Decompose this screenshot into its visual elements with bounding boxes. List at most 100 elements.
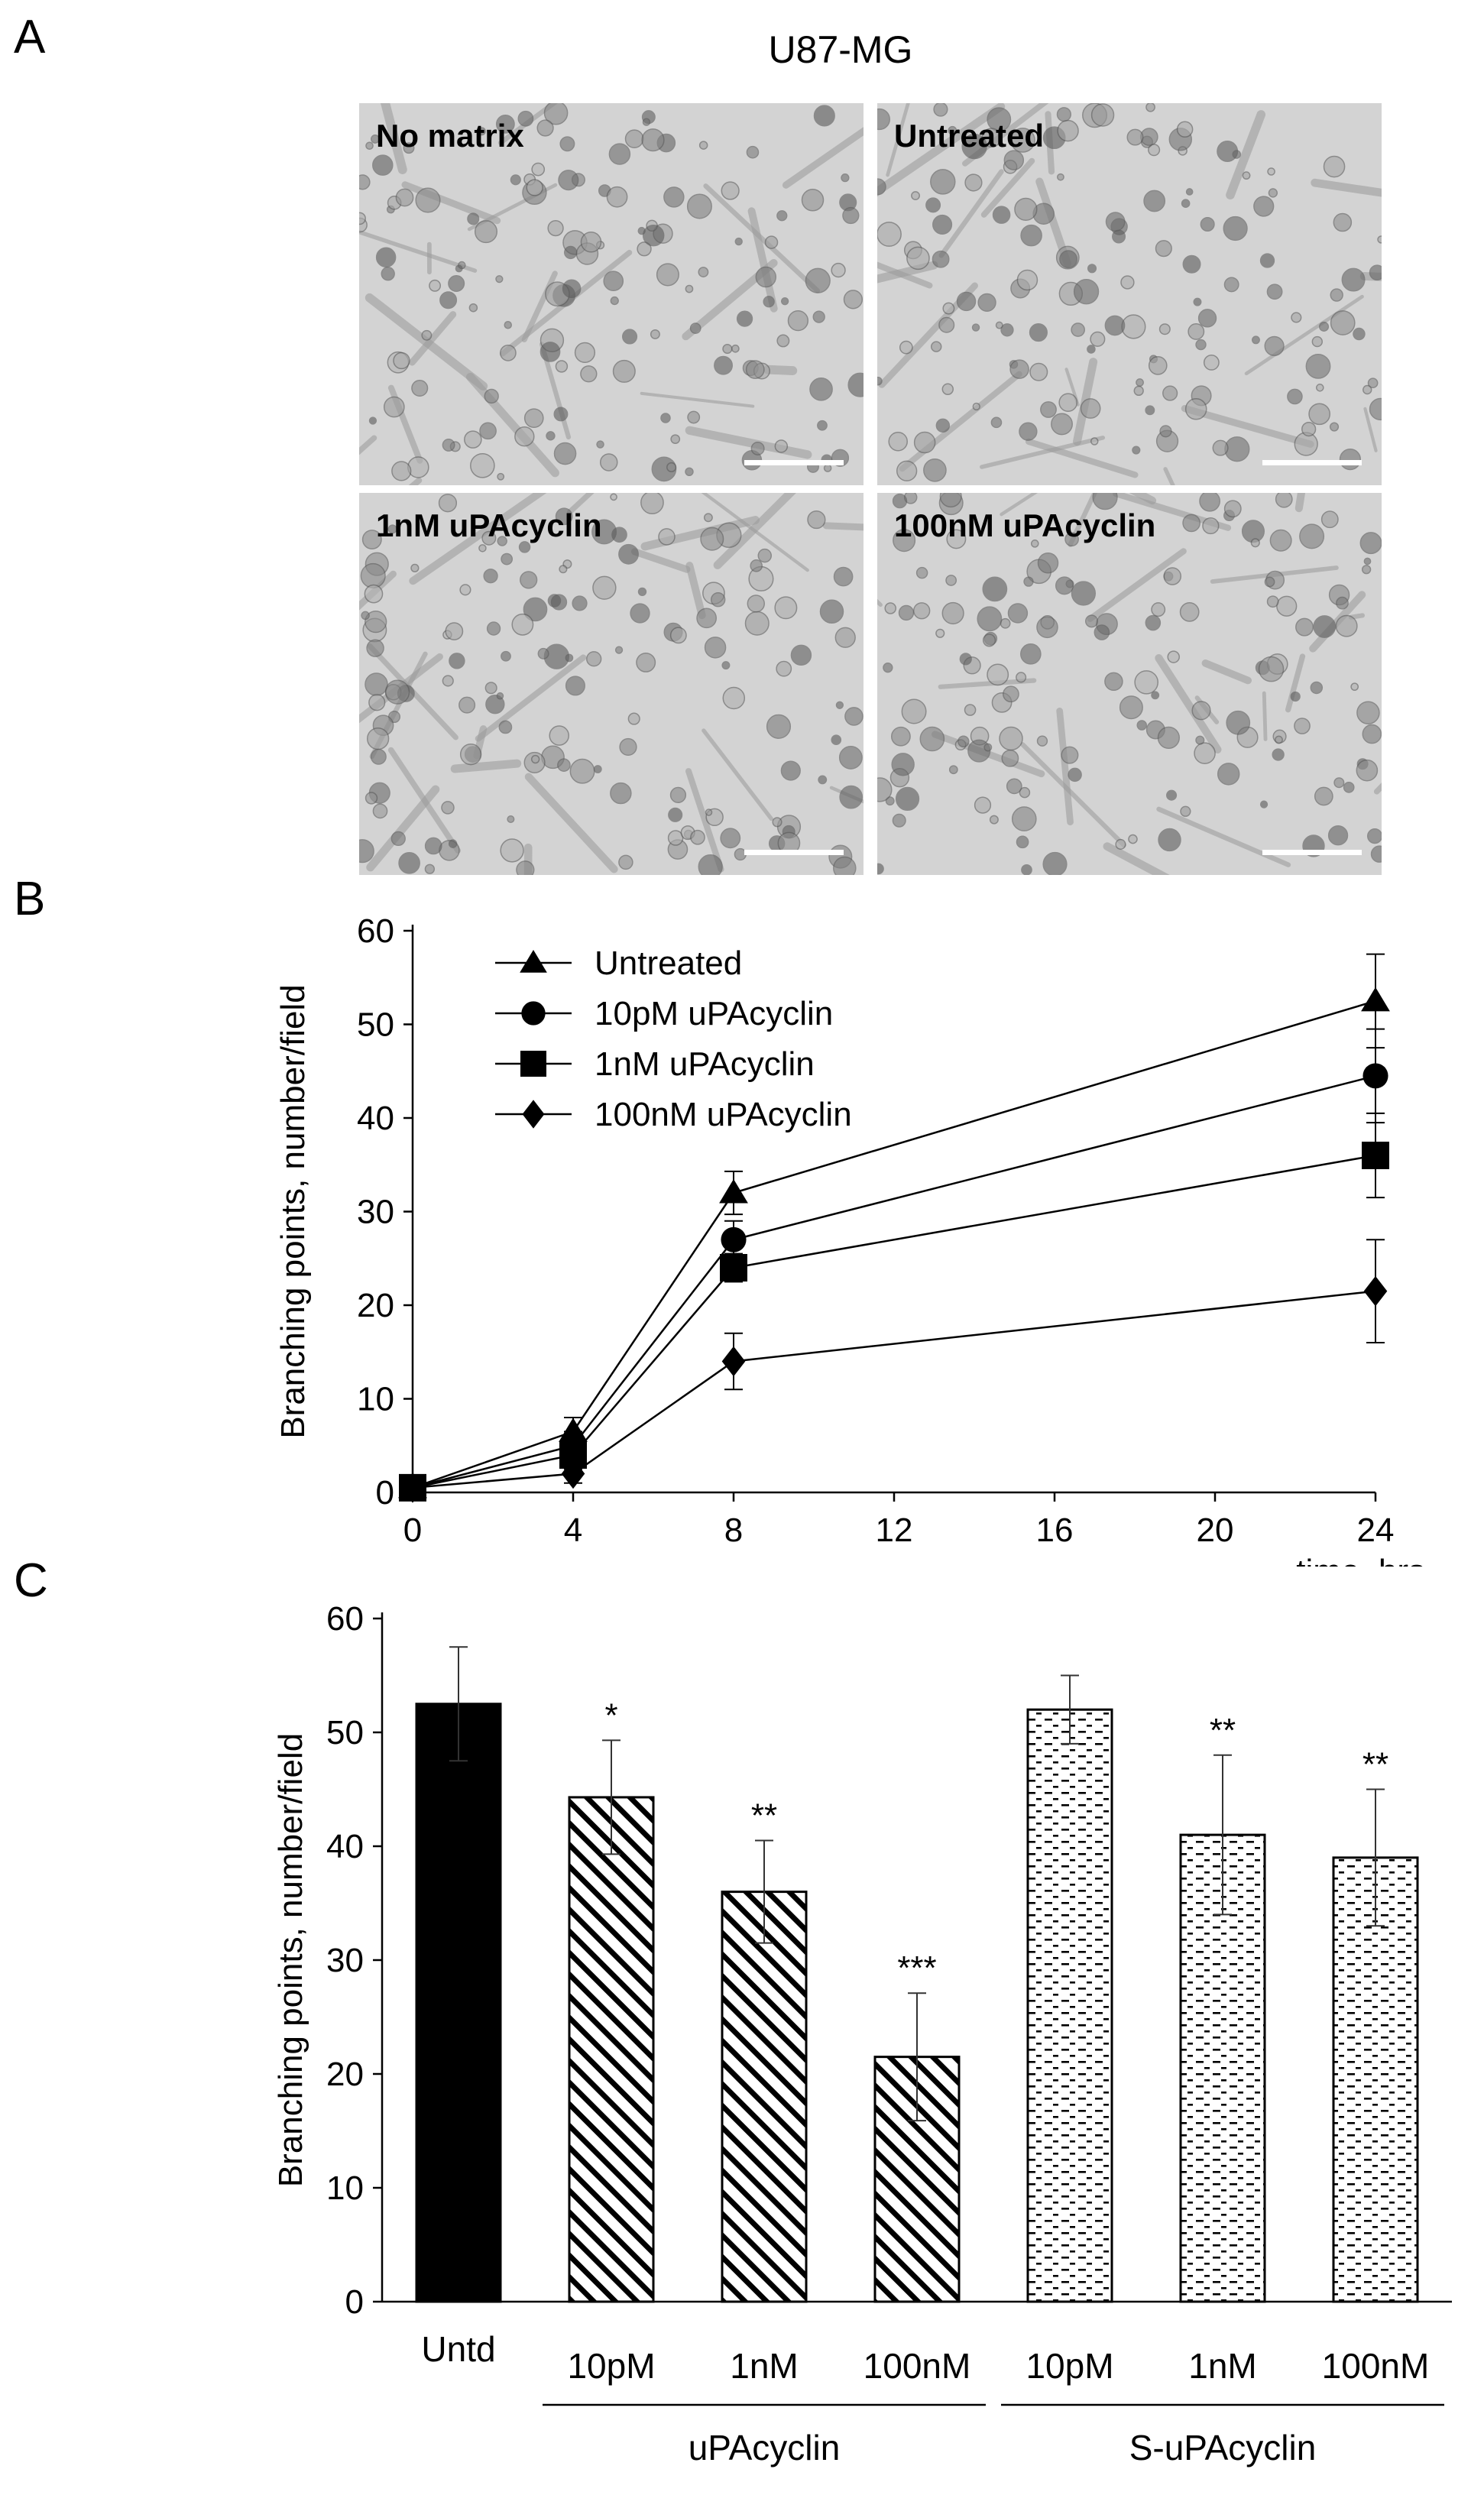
cell [750,441,765,455]
cell [368,416,377,425]
cell [1308,403,1330,426]
cell [1087,345,1096,354]
series-line [412,1154,1376,1489]
cell [1112,229,1126,244]
cell [839,785,864,809]
cell [971,323,980,332]
cell [893,529,916,552]
panel-a-letter: A [14,11,46,63]
cell [895,786,920,812]
cell [1080,398,1101,419]
cell [776,334,790,348]
cell [823,464,832,472]
cell [946,529,967,549]
cell [999,726,1023,751]
x-tick-label: 24 [1357,1512,1395,1549]
cell [1105,212,1126,232]
y-tick-label: 0 [376,1474,394,1512]
cell [1029,322,1048,342]
cell [370,748,387,765]
x-tick-label: 4 [564,1512,582,1549]
cell-strand [701,728,774,821]
cell-strand [409,493,547,585]
y-tick-label: 20 [326,2056,364,2093]
series-line [412,1000,1376,1489]
cell [941,601,964,625]
cell [911,191,920,201]
cell [877,178,886,196]
cell [442,675,454,687]
cell [608,143,631,165]
cell [700,527,724,551]
cell [776,210,788,222]
cell [1252,335,1260,345]
cell-strand [980,436,1106,469]
cell [977,606,1003,632]
cell [1195,735,1205,745]
cell [559,136,575,152]
cell [1217,141,1239,162]
legend-label: 100nM uPAcyclin [595,1096,852,1133]
cell-strand [475,654,587,742]
cell [1056,107,1071,122]
cell [933,103,948,117]
cell [844,707,864,726]
group-label: uPAcyclin [689,2428,841,2467]
cell [372,154,394,176]
cell [817,420,828,431]
cell [1151,691,1160,700]
cell [722,686,746,710]
cell [1269,529,1292,552]
cell [459,743,482,766]
cell [877,376,883,386]
cell [622,329,638,345]
diamond-marker [400,1473,425,1503]
cell [913,431,936,454]
cell [1073,279,1100,305]
cell [1327,825,1349,846]
cell [459,584,471,596]
cell [1250,538,1260,548]
cell [526,179,543,196]
cell [611,527,627,543]
cell [925,197,941,213]
cell [421,329,433,341]
legend-label: 10pM uPAcyclin [595,995,833,1032]
cell-strand [763,365,798,375]
cell [982,633,996,647]
diamond-marker [561,1458,585,1489]
cell [424,864,436,874]
cell [375,247,397,267]
significance-marker: *** [897,1949,936,1987]
cell [547,219,564,237]
cell [964,173,983,192]
cell [838,745,863,770]
cell [698,854,723,875]
cell [610,296,619,306]
cell [899,340,913,355]
x-tick-label: 0 [403,1512,422,1549]
cell [478,544,487,552]
cell [896,460,918,481]
cell-strand [1020,742,1126,848]
cell [833,856,857,875]
cell [948,765,958,775]
cell [593,765,602,773]
cell [1193,297,1202,306]
cell [1014,197,1038,221]
cell [670,434,681,445]
cell [1145,614,1162,631]
cell [580,365,598,383]
cell [1323,155,1346,178]
cell [1330,288,1343,302]
cell-strand [1311,178,1382,197]
cell [1294,718,1311,734]
cell [1021,864,1032,875]
cell [359,174,371,190]
cell [915,566,928,579]
cell [1333,212,1353,232]
cell [938,316,955,333]
cell [992,206,1011,224]
cell [1367,377,1379,389]
circle-marker [521,1001,546,1026]
